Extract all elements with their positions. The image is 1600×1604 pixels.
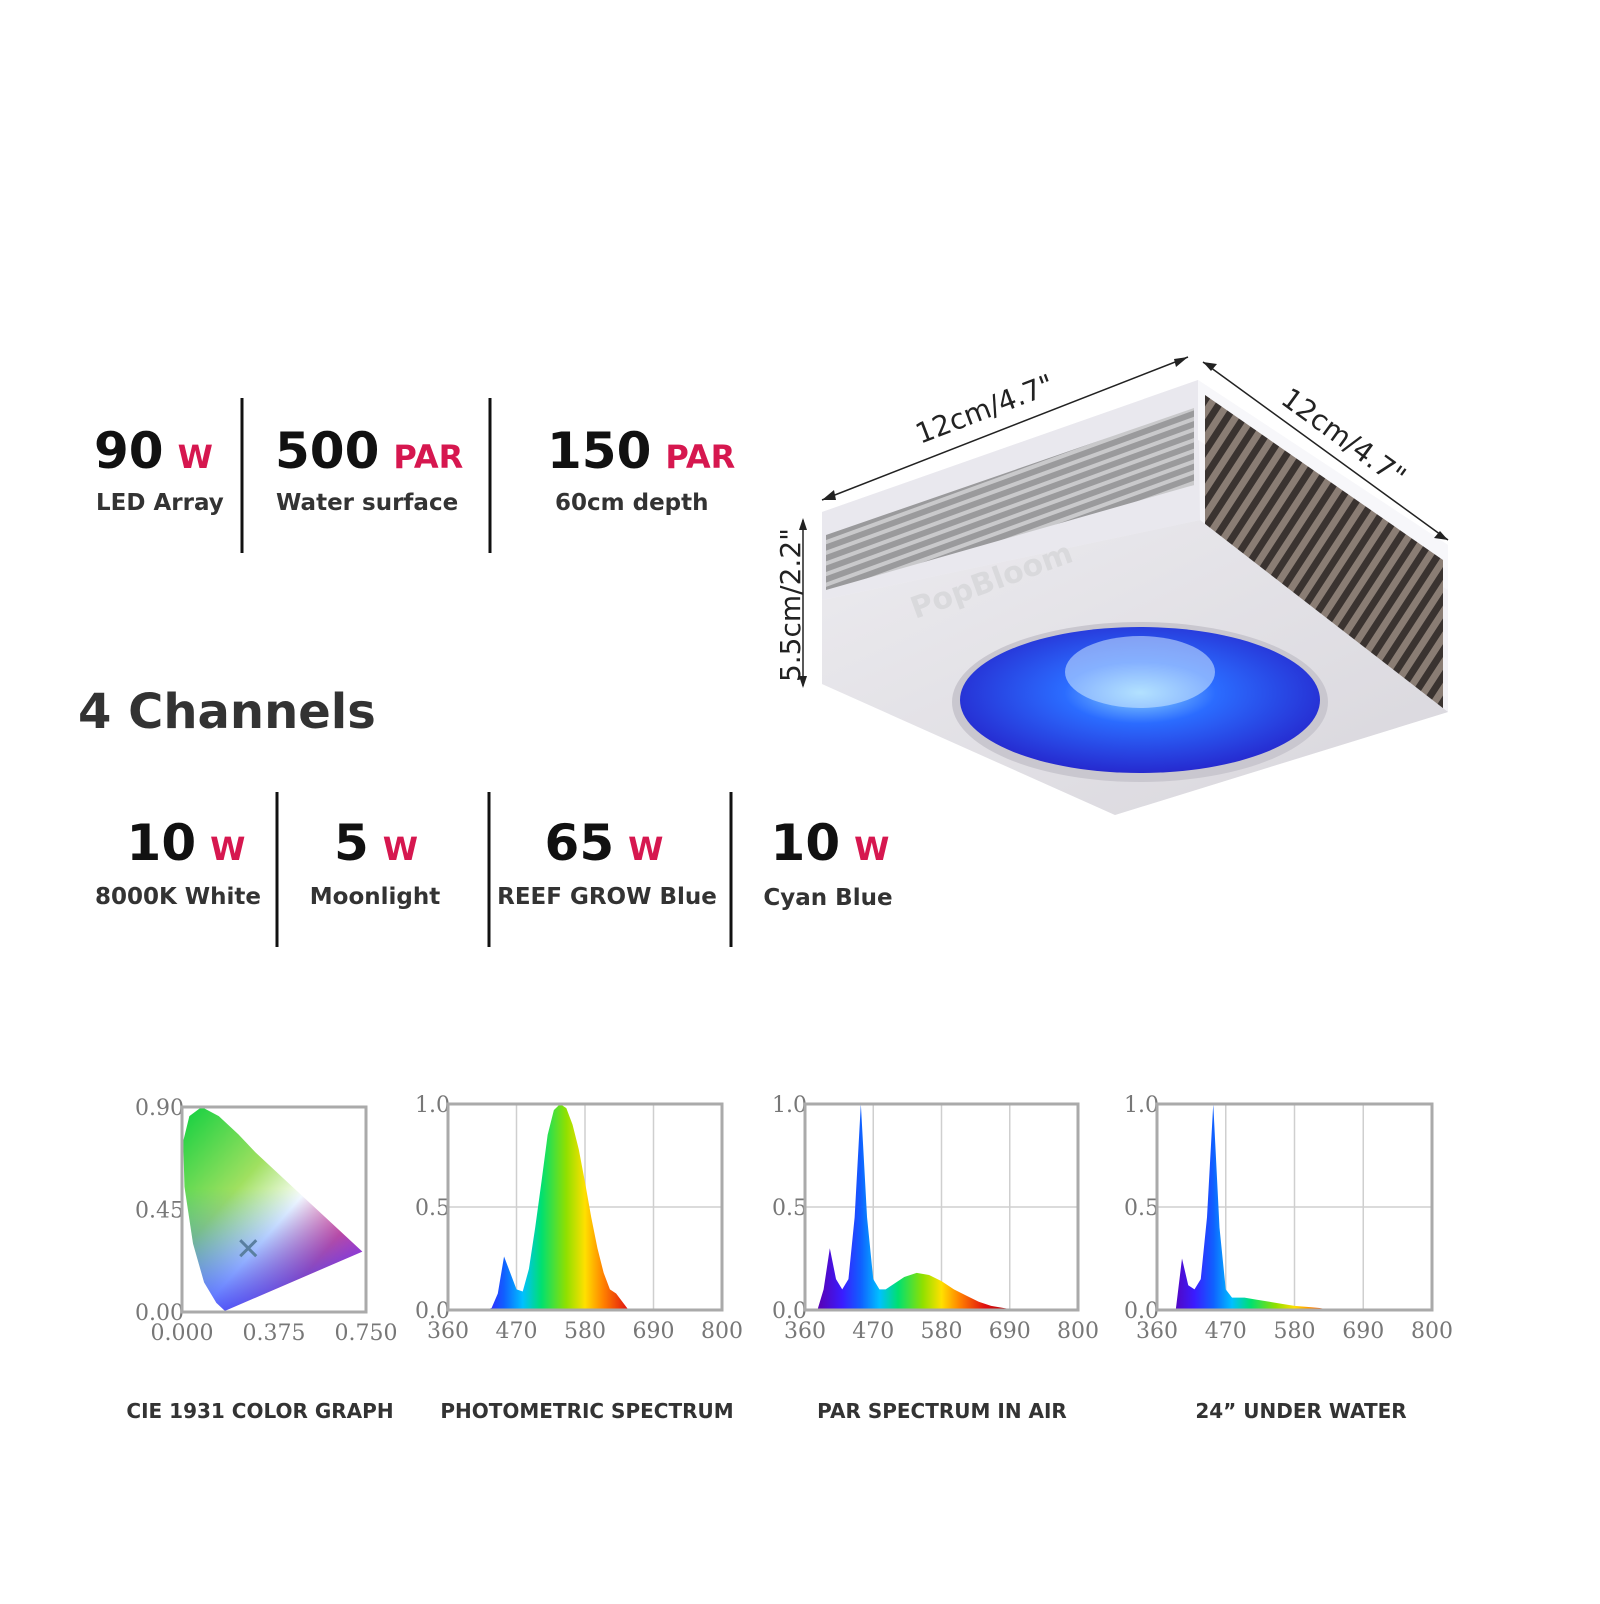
arrow-head bbox=[1203, 362, 1217, 371]
chart-title: PHOTOMETRIC SPECTRUM bbox=[440, 1399, 733, 1423]
channels-title: 4 Channels bbox=[78, 684, 376, 740]
x-tick-label: 580 bbox=[564, 1319, 606, 1344]
x-tick-label: 470 bbox=[496, 1319, 538, 1344]
heatsink-fins bbox=[1205, 395, 1443, 712]
spec-unit: W bbox=[178, 438, 213, 476]
spectrum-area bbox=[472, 1104, 635, 1310]
spec: 150 PAR bbox=[547, 422, 735, 480]
dimension-line bbox=[1202, 361, 1449, 541]
plot-frame bbox=[180, 1105, 368, 1314]
spec-row: 90 W LED Array 500 PAR Water surface 150 PA… bbox=[94, 398, 735, 553]
chart: 0.000 0.375 0.750 0.00 0.45 0.90 CIE 1931 COLO… bbox=[126, 1096, 397, 1423]
channel-value: 10 bbox=[771, 814, 841, 872]
y-tick-label: 1.0 bbox=[1124, 1093, 1159, 1118]
x-tick-label: 360 bbox=[784, 1319, 826, 1344]
channel-unit: W bbox=[383, 830, 418, 868]
spec-label: Water surface bbox=[276, 490, 458, 516]
x-tick-label: 690 bbox=[1342, 1319, 1384, 1344]
y-tick-label: 1.0 bbox=[772, 1093, 807, 1118]
chart-title: CIE 1931 COLOR GRAPH bbox=[126, 1399, 393, 1423]
product-image: PopBloom 12cm/4.7" 12cm/4.7" 5.5cm/2.2" bbox=[774, 356, 1449, 815]
spec: 90 W bbox=[94, 422, 213, 480]
x-tick-label: 360 bbox=[1136, 1319, 1178, 1344]
heatsink-slats bbox=[826, 408, 1194, 590]
channel: 10 W bbox=[771, 814, 890, 872]
spec-value: 90 bbox=[94, 422, 164, 480]
x-tick-label: 0.000 bbox=[151, 1321, 214, 1346]
white-point bbox=[239, 1239, 258, 1258]
x-tick-label: 580 bbox=[1274, 1319, 1316, 1344]
y-tick-label: 0.90 bbox=[135, 1096, 184, 1121]
spec-unit: PAR bbox=[393, 438, 463, 476]
channel: 10 W bbox=[127, 814, 246, 872]
channel-value: 10 bbox=[127, 814, 197, 872]
channel: 65 W bbox=[545, 814, 664, 872]
channel-unit: W bbox=[854, 830, 889, 868]
channel-label: Moonlight bbox=[310, 884, 440, 910]
y-tick-label: 0.45 bbox=[135, 1199, 184, 1224]
chart: 360 470 580 690 800 0.0 0.5 1.0 24” UNDER WATER bbox=[1124, 1093, 1453, 1423]
channel-unit: W bbox=[210, 830, 245, 868]
spec-value: 150 bbox=[547, 422, 651, 480]
channel-label: 8000K White bbox=[95, 884, 261, 910]
chart: 360 470 580 690 800 0.0 0.5 1.0 PHOTOMETRIC SPEC… bbox=[415, 1093, 743, 1423]
x-tick-label: 800 bbox=[1411, 1319, 1453, 1344]
spec-label: 60cm depth bbox=[555, 490, 709, 516]
x-tick-label: 800 bbox=[701, 1319, 743, 1344]
plot-frame bbox=[1155, 1102, 1434, 1312]
arrow-head bbox=[822, 490, 836, 500]
x-tick-label: 0.750 bbox=[335, 1321, 398, 1346]
spec-label: LED Array bbox=[96, 490, 224, 516]
x-tick-label: 580 bbox=[921, 1319, 963, 1344]
spec-value: 500 bbox=[275, 422, 379, 480]
spectrum-area bbox=[817, 1104, 1016, 1310]
x-tick-label: 690 bbox=[633, 1319, 675, 1344]
dimension-label: 5.5cm/2.2" bbox=[774, 528, 807, 682]
x-tick-label: 470 bbox=[852, 1319, 894, 1344]
x-tick-label: 0.375 bbox=[243, 1321, 306, 1346]
arrow-head bbox=[1174, 357, 1188, 367]
channel-unit: W bbox=[628, 830, 663, 868]
channel-value: 5 bbox=[334, 814, 369, 872]
chart: 360 470 580 690 800 0.0 0.5 1.0 PAR SPECTRUM IN … bbox=[772, 1093, 1099, 1423]
plot-frame bbox=[803, 1102, 1080, 1312]
channel-value: 65 bbox=[545, 814, 615, 872]
channel-label: Cyan Blue bbox=[763, 885, 892, 911]
spectrum-area bbox=[1175, 1104, 1332, 1310]
x-tick-label: 470 bbox=[1205, 1319, 1247, 1344]
chart-title: 24” UNDER WATER bbox=[1195, 1399, 1406, 1423]
spec: 500 PAR bbox=[275, 422, 463, 480]
y-tick-label: 0.0 bbox=[772, 1299, 807, 1324]
y-tick-label: 0.0 bbox=[415, 1299, 450, 1324]
arrow-head bbox=[799, 676, 807, 688]
color-gamut-shade bbox=[183, 1107, 363, 1311]
x-tick-label: 690 bbox=[989, 1319, 1031, 1344]
x-tick-label: 800 bbox=[1057, 1319, 1099, 1344]
arrow-head bbox=[799, 518, 807, 530]
y-tick-label: 0.5 bbox=[1124, 1196, 1159, 1221]
y-tick-label: 0.5 bbox=[772, 1196, 807, 1221]
channel-label: REEF GROW Blue bbox=[497, 884, 717, 910]
y-tick-label: 0.0 bbox=[1124, 1299, 1159, 1324]
plot-frame bbox=[446, 1102, 724, 1312]
y-tick-label: 1.0 bbox=[415, 1093, 450, 1118]
lens-reflection bbox=[1065, 636, 1215, 708]
dimension-line bbox=[821, 356, 1189, 501]
x-tick-label: 360 bbox=[427, 1319, 469, 1344]
chart-title: PAR SPECTRUM IN AIR bbox=[817, 1399, 1067, 1423]
y-tick-label: 0.5 bbox=[415, 1196, 450, 1221]
y-tick-label: 0.00 bbox=[135, 1301, 184, 1326]
spec-unit: PAR bbox=[665, 438, 735, 476]
charts: 0.000 0.375 0.750 0.00 0.45 0.90 CIE 1931 COLO… bbox=[126, 1093, 1453, 1423]
arrow-head bbox=[1434, 531, 1448, 540]
